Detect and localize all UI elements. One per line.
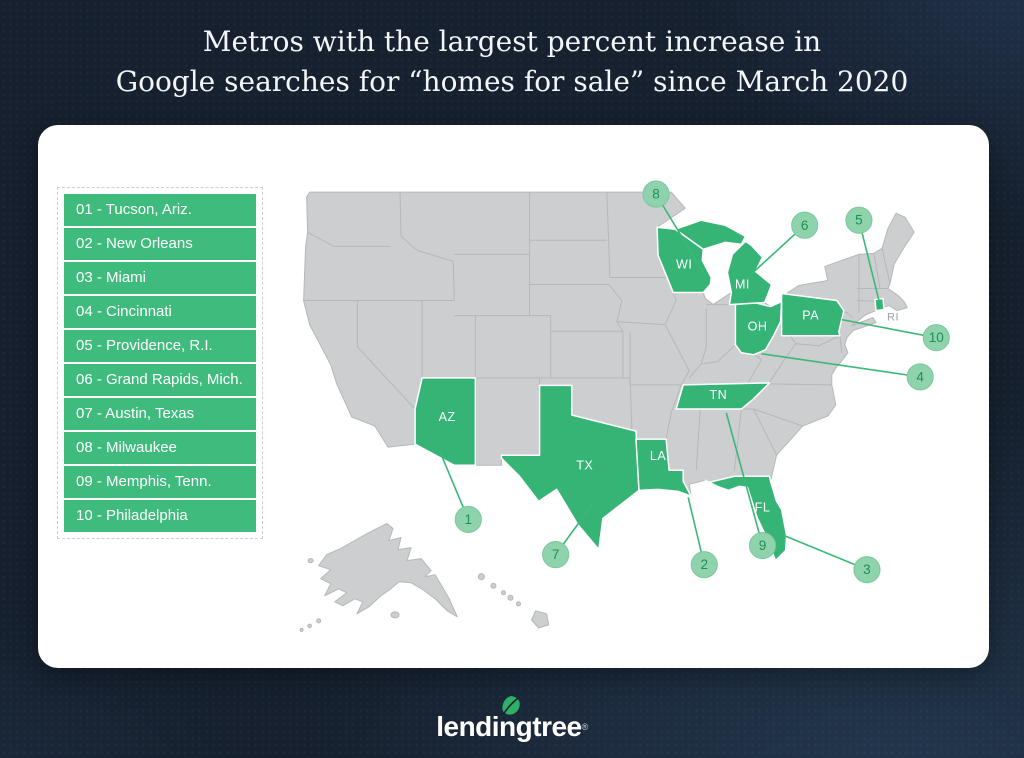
alaska-island [390,611,400,619]
legend-list: 01 - Tucson, Ariz. 02 - New Orleans 03 - M… [57,187,263,539]
marker-circle-4 [906,363,934,391]
state-wisconsin [656,226,713,294]
state-rhode-island [874,297,885,312]
marker-number-1: 1 [465,512,473,527]
marker-number-9: 9 [759,538,767,553]
state-label-az: AZ [439,410,456,424]
marker-circle-10 [922,324,950,352]
state-michigan [726,240,773,306]
brand-text: lendingtree [436,711,582,742]
hawaii-island [500,590,506,596]
state-label-pa: PA [802,309,819,323]
alaska-west-island [307,558,314,564]
marker-circle-9 [748,532,777,560]
state-louisiana [635,438,692,498]
marker-circle-5 [845,206,873,234]
title-line-1: Metros with the largest percent increase… [202,25,822,58]
state-label-ri: RI [887,312,899,324]
state-michigan-upper [674,219,747,251]
marker-line-5 [858,220,880,301]
marker-line-4 [761,352,921,378]
legend-item: 05 - Providence, R.I. [64,330,256,362]
aleutian-island [316,618,322,624]
marker-number-6: 6 [801,218,809,233]
state-pennsylvania [780,292,845,337]
marker-circle-7 [542,541,570,569]
state-label-fl: FL [755,500,771,514]
title-line-2: Google searches for “homes for sale” sin… [115,65,909,98]
page-title: Metros with the largest percent increase… [0,22,1024,102]
legend-item: 08 - Milwaukee [64,432,256,464]
state-arizona [414,377,477,466]
marker-line-8 [655,193,704,273]
marker-circle-1 [454,505,482,534]
marker-circle-6 [791,211,819,239]
legend-item: 07 - Austin, Texas [64,398,256,430]
state-label-mi: MI [735,278,750,292]
marker-circle-8 [642,180,670,208]
marker-number-8: 8 [652,187,660,202]
legend-item: 02 - New Orleans [64,228,256,260]
hawaii-island [507,594,514,601]
marker-number-2: 2 [701,557,709,572]
legend-item: 01 - Tucson, Ariz. [64,194,256,226]
marker-layer: 1 2 3 4 5 6 7 8 9 10 [439,180,950,584]
state-label-tn: TN [709,388,727,402]
state-label-tx: TX [576,458,593,472]
legend-item: 09 - Memphis, Tenn. [64,466,256,498]
lendingtree-logo: lendingtree® [436,696,589,742]
legend-item: 06 - Grand Rapids, Mich. [64,364,256,396]
state-label-wi: WI [676,257,692,271]
state-borders [303,192,891,471]
us-map-svg: 1 2 3 4 5 6 7 8 9 10 WI MI OH PA TN AZ TX LA FL RI [299,180,950,632]
hawaii-island [477,573,485,581]
us-map: 1 2 3 4 5 6 7 8 9 10 WI MI OH PA TN AZ TX LA FL RI [296,167,980,649]
trademark: ® [581,722,589,732]
marker-number-5: 5 [855,213,863,228]
footer: lendingtree® [0,692,1024,742]
marker-line-3 [781,533,868,571]
aleutian-island [307,623,312,629]
state-label-oh: OH [748,320,768,334]
legend-item: 03 - Miami [64,262,256,294]
state-ohio [734,300,783,356]
marker-line-10 [841,318,937,339]
marker-number-10: 10 [929,330,944,345]
state-texas [500,384,640,551]
hawaii-island [515,601,522,607]
marker-circle-3 [853,556,881,584]
leaf-icon [502,696,520,716]
aleutian-island [299,627,304,632]
state-florida [704,475,788,562]
label-layer: WI MI OH PA TN AZ TX LA FL RI [439,257,899,514]
state-tennessee [675,382,771,410]
marker-circle-2 [690,551,718,579]
legend-item: 04 - Cincinnati [64,296,256,328]
content-card: 01 - Tucson, Ariz. 02 - New Orleans 03 - M… [38,125,989,668]
hawaii-island [490,582,497,589]
marker-number-3: 3 [863,562,871,577]
hawaii-big-island [531,610,550,629]
marker-number-4: 4 [916,369,924,384]
marker-line-9 [725,412,764,546]
marker-number-7: 7 [552,547,560,562]
alaska [318,522,458,618]
legend-item: 10 - Philadelphia [64,500,256,532]
state-label-la: LA [650,449,666,463]
